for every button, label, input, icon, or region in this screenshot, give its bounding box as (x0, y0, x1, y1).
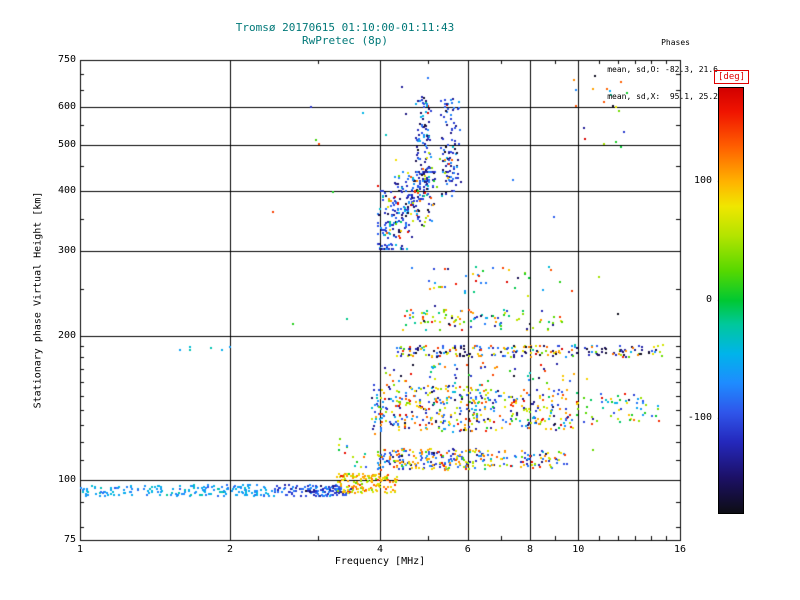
x-tick-label: 6 (464, 544, 471, 555)
x-tick-label: 16 (673, 544, 687, 555)
x-tick-label: 4 (376, 544, 384, 555)
x-tick-label: 8 (526, 544, 534, 555)
phase-stats-heading: Phases (661, 38, 690, 47)
x-tick-label: 10 (572, 544, 585, 555)
y-tick-label: 400 (57, 185, 76, 197)
colorbar (718, 87, 744, 514)
x-tick-label: 1 (76, 544, 84, 555)
y-tick-label: 600 (57, 100, 76, 112)
phase-stats: Phases mean, sd,O: -82.3, 21.6 mean, sd,… (558, 20, 718, 119)
chart-subtitle: RwPretec (8p) (301, 34, 389, 47)
y-tick-label: 75 (63, 534, 76, 545)
colorbar-tick-label: 0 (705, 293, 712, 305)
colorbar-tick-label: -100 (687, 411, 712, 423)
phase-stats-o-line: mean, sd,O: -82.3, 21.6 (607, 65, 718, 74)
y-tick-label: 500 (57, 138, 76, 150)
phase-stats-x-line: mean, sd,X: 95.1, 25.2 (607, 92, 718, 101)
y-tick-label: 750 (57, 54, 76, 65)
chart-title: Tromsø 20170615 01:10:00-01:11:43 (235, 21, 455, 34)
y-tick-label: 200 (57, 329, 76, 341)
y-tick-label: 100 (57, 474, 76, 486)
colorbar-label: [deg] (714, 70, 750, 84)
x-tick-label: 2 (226, 544, 234, 555)
x-axis-label: Frequency [MHz] (334, 556, 426, 567)
y-tick-label: 300 (57, 245, 76, 256)
y-axis-label: Stationary phase Virtual Height [km] (32, 191, 44, 409)
colorbar-tick-label: 100 (693, 175, 712, 187)
